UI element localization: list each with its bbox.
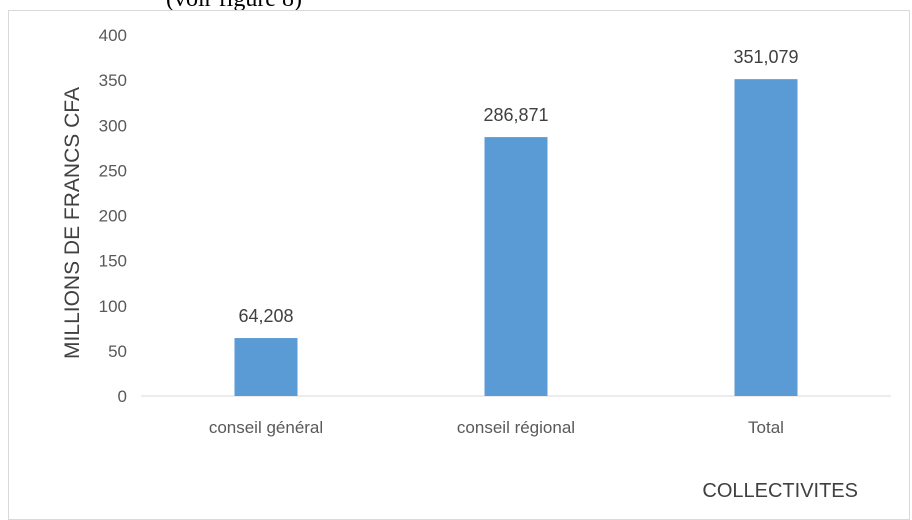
y-tick-label-300: 300 bbox=[99, 116, 127, 135]
top-text-fragment: (voir figure 8) bbox=[0, 0, 912, 14]
y-tick-label-50: 50 bbox=[108, 342, 127, 361]
y-tick-label-0: 0 bbox=[118, 387, 127, 406]
data-label-1: 64,208 bbox=[238, 306, 293, 326]
data-label-2: 286,871 bbox=[483, 105, 548, 125]
bar-chart: MILLIONS DE FRANCS CFA COLLECTIVITES 0 50… bbox=[61, 26, 891, 502]
chart-frame: MILLIONS DE FRANCS CFA COLLECTIVITES 0 50… bbox=[8, 10, 910, 520]
y-tick-label-150: 150 bbox=[99, 252, 127, 271]
y-tick-label-200: 200 bbox=[99, 207, 127, 226]
y-tick-label-100: 100 bbox=[99, 297, 127, 316]
y-tick-label-400: 400 bbox=[99, 26, 127, 45]
bar-1 bbox=[234, 338, 298, 396]
bar-3 bbox=[734, 79, 798, 397]
bar-2 bbox=[484, 137, 548, 396]
x-tick-label-2: conseil régional bbox=[457, 418, 575, 437]
y-tick-label-350: 350 bbox=[99, 71, 127, 90]
data-label-3: 351,079 bbox=[733, 47, 798, 67]
y-axis-label: MILLIONS DE FRANCS CFA bbox=[61, 87, 84, 359]
chart-marks: 0 50 100 150 200 250 300 350 400 64,208 conseil gé… bbox=[99, 26, 891, 437]
x-tick-label-1: conseil général bbox=[209, 418, 323, 437]
x-axis-label: COLLECTIVITES bbox=[702, 480, 858, 502]
x-tick-label-3: Total bbox=[748, 418, 784, 437]
top-fragment-text: (voir figure 8) bbox=[166, 0, 302, 13]
y-tick-label-250: 250 bbox=[99, 161, 127, 180]
